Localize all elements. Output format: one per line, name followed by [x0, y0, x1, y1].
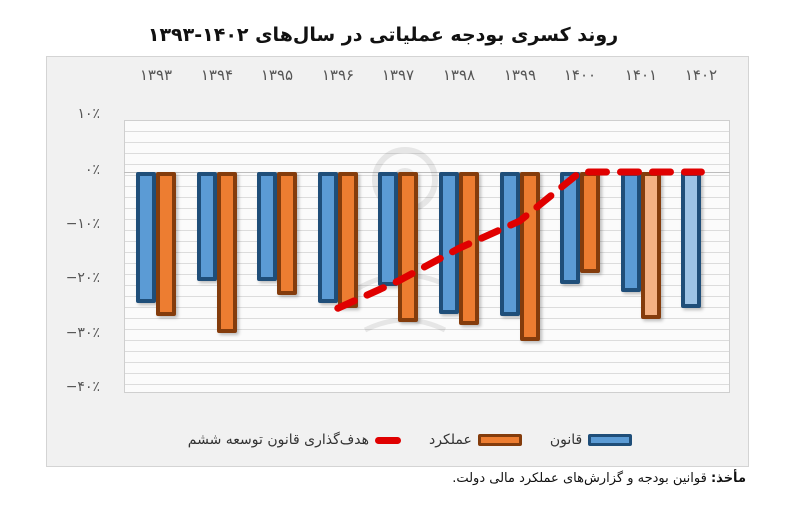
legend-label-target: هدف‌گذاری قانون توسعه ششم	[187, 432, 370, 448]
x-tick: ۱۴۰۰	[563, 66, 597, 84]
legend-swatch-target	[375, 436, 402, 444]
source-note: مأخذ: قوانین بودجه و گزارش‌های عملکرد ما…	[452, 471, 746, 486]
legend-label-performance: عملکرد	[429, 432, 472, 448]
bar-law	[378, 172, 399, 287]
x-tick: ۱۳۹۵	[260, 66, 294, 84]
bar-performance	[216, 172, 237, 333]
source-label: مأخذ:	[710, 471, 746, 486]
x-tick: ۱۳۹۳	[139, 66, 173, 84]
bar-law	[499, 172, 520, 317]
y-tick: −۲۰٪	[65, 270, 100, 286]
x-tick: ۱۳۹۹	[503, 66, 537, 84]
source-text: قوانین بودجه و گزارش‌های عملکرد مالی دول…	[452, 471, 707, 486]
x-tick: ۱۳۹۶	[321, 66, 355, 84]
chart-title-text: روند کسری بودجه عملیاتی در سال‌های ۱۴۰۲-…	[147, 24, 619, 46]
bar-law	[136, 172, 156, 303]
bar-law	[257, 172, 278, 281]
legend-swatch-performance	[477, 434, 522, 446]
y-tick: −۳۰٪	[65, 325, 100, 341]
y-tick: −۱۰٪	[65, 216, 100, 232]
x-tick: ۱۴۰۱	[624, 66, 658, 84]
y-tick: −۴۰٪	[65, 379, 100, 395]
y-tick: ۱۰٪	[77, 106, 100, 122]
bar-performance	[277, 172, 298, 295]
legend-label-law: قانون	[549, 432, 583, 448]
x-tick: ۱۳۹۷	[381, 66, 415, 84]
legend-item-performance: عملکرد	[429, 432, 522, 448]
zero-line	[124, 172, 730, 173]
legend-item-law: قانون	[549, 432, 633, 448]
bar-law	[560, 172, 581, 284]
legend-swatch-law	[588, 434, 633, 446]
bar-law	[439, 172, 459, 314]
chart-title: روند کسری بودجه عملیاتی در سال‌های ۱۴۰۲-…	[0, 24, 786, 46]
x-tick: ۱۴۰۲	[684, 66, 718, 84]
y-tick: ۰٪	[84, 162, 100, 178]
legend: قانون عملکرد هدف‌گذاری قانون توسعه ششم	[150, 428, 670, 452]
bar-performance	[156, 172, 176, 317]
x-tick: ۱۳۹۸	[442, 66, 476, 84]
bar-law	[196, 172, 217, 281]
x-tick: ۱۳۹۴	[200, 66, 234, 84]
legend-item-target: هدف‌گذاری قانون توسعه ششم	[187, 432, 402, 448]
bar-law	[317, 172, 338, 303]
bar-performance	[398, 172, 419, 322]
